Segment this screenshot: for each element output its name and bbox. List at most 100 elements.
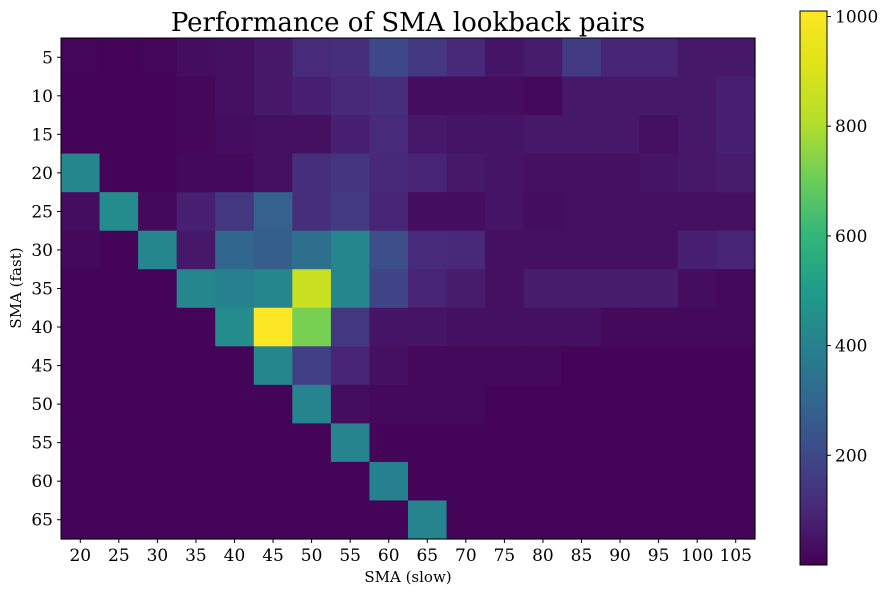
- heatmap-cell: [330, 346, 371, 386]
- heatmap-cell: [716, 115, 756, 155]
- heatmap-cell: [485, 230, 525, 270]
- x-tick-label: 75: [494, 546, 516, 566]
- x-tick-label: 95: [648, 546, 670, 566]
- heatmap-cell: [677, 230, 718, 270]
- heatmap-cell: [215, 307, 255, 347]
- heatmap-cell: [99, 230, 139, 270]
- heatmap-cell: [677, 76, 718, 116]
- y-tick-label: 35: [31, 280, 53, 300]
- heatmap-cell: [523, 230, 563, 270]
- heatmap-cell: [562, 307, 602, 347]
- heatmap-cell: [639, 115, 679, 155]
- heatmap-cell: [99, 192, 139, 232]
- heatmap-cell: [330, 384, 371, 424]
- heatmap-cell: [330, 269, 371, 309]
- heatmap-cell: [677, 269, 718, 309]
- heatmap-cell: [677, 38, 718, 78]
- heatmap-cell: [446, 115, 486, 155]
- heatmap-cell: [253, 269, 293, 309]
- heatmap-cell: [176, 115, 216, 155]
- heatmap-cell: [99, 423, 139, 463]
- heatmap-cell: [176, 307, 216, 347]
- heatmap-cell: [292, 500, 332, 540]
- heatmap-cell: [215, 230, 255, 270]
- heatmap-cell: [716, 192, 756, 232]
- colorbar-tick-label: 200: [835, 446, 867, 466]
- heatmap-cell: [716, 76, 756, 116]
- x-tick-label: 90: [609, 546, 631, 566]
- heatmap-cell: [677, 461, 718, 502]
- heatmap-cell: [61, 423, 101, 463]
- heatmap-cell: [408, 230, 448, 270]
- heatmap-cell: [677, 153, 718, 193]
- y-tick-label: 65: [31, 511, 53, 531]
- heatmap-cell: [176, 192, 216, 232]
- heatmap-cell: [600, 384, 640, 424]
- heatmap-cell: [446, 461, 486, 502]
- heatmap-cell: [330, 76, 371, 116]
- heatmap-cell: [523, 115, 563, 155]
- heatmap-cell: [330, 423, 371, 463]
- heatmap-cell: [369, 76, 409, 116]
- heatmap-cell: [369, 500, 409, 540]
- heatmap-cell: [176, 461, 216, 502]
- heatmap-cell: [408, 76, 448, 116]
- heatmap-cell: [639, 307, 679, 347]
- heatmap-cell: [562, 346, 602, 386]
- heatmap-cell: [61, 230, 101, 270]
- x-tick-label: 20: [69, 546, 91, 566]
- x-tick-label: 80: [532, 546, 554, 566]
- heatmap-cell: [562, 38, 602, 78]
- heatmap-cell: [61, 461, 101, 502]
- heatmap-cell: [600, 346, 640, 386]
- heatmap-cell: [253, 192, 293, 232]
- y-tick-label: 50: [31, 395, 53, 415]
- heatmap-cell: [523, 269, 563, 309]
- heatmap-cell: [330, 115, 371, 155]
- x-tick-label: 85: [571, 546, 593, 566]
- heatmap-cell: [408, 307, 448, 347]
- heatmap-cell: [99, 384, 139, 424]
- heatmap-cell: [138, 153, 178, 193]
- heatmap-cell: [61, 153, 101, 193]
- heatmap-cell: [176, 269, 216, 309]
- heatmap-cell: [253, 230, 293, 270]
- heatmap-cell: [215, 153, 255, 193]
- heatmap-cell: [562, 461, 602, 502]
- y-tick-label: 5: [42, 48, 53, 68]
- heatmap-cell: [292, 346, 332, 386]
- heatmap-cell: [61, 346, 101, 386]
- y-tick-label: 45: [31, 357, 53, 377]
- heatmap-cell: [562, 115, 602, 155]
- heatmap-cell: [639, 192, 679, 232]
- heatmap-cell: [485, 38, 525, 78]
- heatmap-cell: [61, 307, 101, 347]
- heatmap-cell: [369, 192, 409, 232]
- heatmap-cell: [639, 230, 679, 270]
- heatmap-cell: [485, 384, 525, 424]
- heatmap-cell: [292, 192, 332, 232]
- heatmap-cell: [292, 153, 332, 193]
- heatmap-cell: [138, 500, 178, 540]
- heatmap-cell: [253, 423, 293, 463]
- heatmap-cell: [330, 192, 371, 232]
- heatmap-cell: [600, 115, 640, 155]
- heatmap-cell: [215, 423, 255, 463]
- y-axis-ticks: 5 10 15 20 25 30 35 40 45 50 55 60 65: [31, 48, 61, 531]
- heatmap-cell: [99, 500, 139, 540]
- heatmap-cell: [330, 38, 371, 78]
- heatmap-cell: [61, 384, 101, 424]
- heatmap-cell: [600, 153, 640, 193]
- heatmap-cell: [523, 76, 563, 116]
- heatmap-cell: [485, 76, 525, 116]
- heatmap-cell: [677, 115, 718, 155]
- heatmap-cell: [176, 153, 216, 193]
- heatmap-cell: [138, 461, 178, 502]
- y-tick-label: 30: [31, 241, 53, 261]
- heatmap-cell: [369, 115, 409, 155]
- x-tick-label: 25: [108, 546, 130, 566]
- y-tick-label: 10: [31, 87, 53, 107]
- heatmap-cell: [639, 76, 679, 116]
- heatmap-cell: [446, 192, 486, 232]
